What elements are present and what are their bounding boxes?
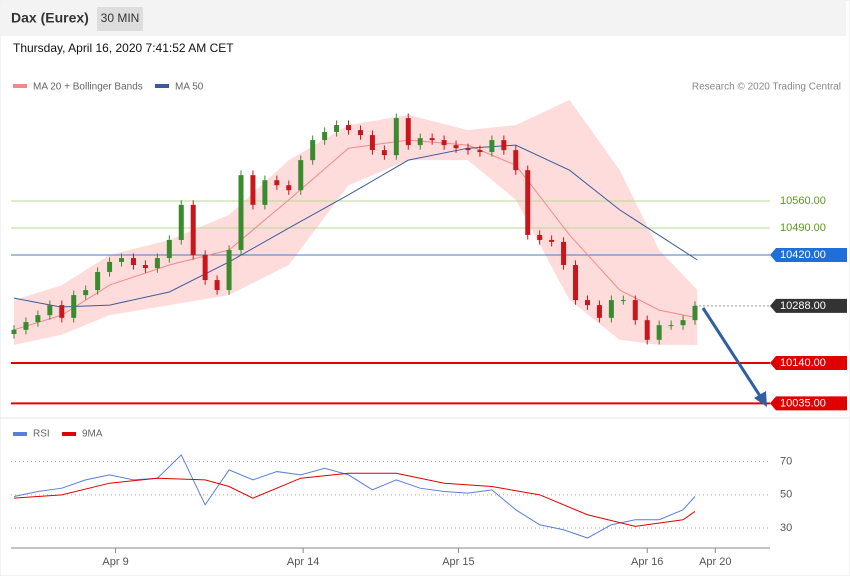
candle-body (23, 322, 29, 330)
candle-body (310, 140, 316, 161)
candle-body (322, 132, 328, 141)
x-tick-label: Apr 14 (287, 556, 319, 568)
x-tick-label: Apr 15 (442, 556, 474, 568)
candle-body (477, 150, 483, 153)
level-label: 10035.00 (780, 397, 826, 409)
legend-label: MA 20 + Bollinger Bands (33, 82, 143, 93)
legend-swatch (155, 84, 169, 88)
level-label: 10140.00 (780, 357, 826, 369)
candle-body (537, 234, 543, 240)
y-tick-label: 30 (780, 522, 792, 534)
ma-line (13, 144, 698, 308)
legend-swatch (13, 84, 27, 88)
y-tick-label: 50 (780, 489, 792, 501)
rsi-line (13, 472, 696, 527)
candle-body (429, 138, 435, 141)
candle-body (573, 265, 579, 301)
candle-body (632, 300, 638, 321)
candle-body (608, 300, 614, 318)
candle-body (130, 258, 136, 266)
level-box (770, 298, 847, 313)
candle-body (47, 305, 53, 316)
candle-body (525, 170, 531, 235)
level-label: 10288.00 (780, 300, 826, 312)
candle-body (620, 300, 626, 302)
x-tick-label: Apr 16 (631, 556, 663, 568)
rsi-line (13, 454, 696, 539)
candle-body (441, 140, 447, 146)
candle-body (71, 295, 77, 318)
candle-body (250, 175, 256, 205)
candle-body (417, 138, 423, 146)
legend-swatch (13, 432, 27, 436)
candle-body (513, 150, 519, 171)
timeframe[interactable]: 30 MIN (101, 11, 140, 25)
candle-body (369, 135, 375, 151)
forecast-arrow (701, 307, 764, 400)
x-tick-label: Apr 20 (699, 556, 731, 568)
candle-body (83, 290, 89, 296)
candle-body (274, 180, 280, 186)
candle-body (11, 329, 17, 335)
level-label: 10420.00 (780, 249, 826, 261)
title: Dax (Eurex) (11, 10, 89, 26)
level-label: 10490.00 (780, 222, 826, 234)
candle-body (262, 180, 268, 205)
legend-swatch (62, 432, 76, 436)
candle-body (214, 280, 220, 291)
level-box (770, 396, 847, 411)
candle-body (142, 265, 148, 269)
candle-body (286, 185, 292, 191)
level-box (770, 247, 847, 262)
credit: Research © 2020 Trading Central (692, 82, 841, 93)
candle-body (668, 325, 674, 327)
forecast-arrowhead (754, 391, 767, 407)
legend-label: RSI (33, 429, 50, 440)
timeframe-button[interactable] (97, 7, 143, 31)
candle-body (489, 140, 495, 153)
candle-body (190, 204, 196, 255)
candle-body (119, 258, 125, 262)
candle-body (381, 150, 387, 156)
candle-body (357, 130, 363, 136)
candle-body (95, 271, 101, 291)
candle-body (107, 261, 113, 272)
candle-body (298, 160, 304, 191)
candle-body (166, 239, 172, 259)
candle-body (35, 315, 41, 323)
candle-body (561, 241, 567, 266)
candle-body (346, 125, 352, 131)
x-tick-label: Apr 9 (102, 556, 128, 568)
ma-line (13, 139, 698, 331)
level-label: 10560.00 (780, 195, 826, 207)
candle-body (680, 320, 686, 326)
candle-body (238, 175, 244, 250)
candle-body (465, 148, 471, 151)
candle-body (334, 125, 340, 133)
candle-body (453, 145, 459, 149)
candle-body (656, 325, 662, 340)
level-box (770, 355, 847, 370)
legend-label: 9MA (82, 429, 103, 440)
candle-body (226, 249, 232, 291)
candle-body (501, 140, 507, 151)
candle-body (584, 300, 590, 306)
candle-body (393, 118, 399, 156)
date: Thursday, April 16, 2020 7:41:52 AM CET (13, 41, 234, 55)
candle-body (178, 204, 184, 240)
candle-body (154, 258, 160, 269)
legend-label: MA 50 (175, 82, 204, 93)
candle-body (644, 320, 650, 340)
y-tick-label: 70 (780, 456, 792, 468)
candle-body (549, 239, 555, 242)
candle-body (692, 305, 698, 321)
bollinger-band (14, 100, 698, 345)
candle-body (596, 305, 602, 318)
candle-body (202, 254, 208, 281)
candle-body (405, 118, 411, 146)
candle-body (59, 305, 65, 318)
